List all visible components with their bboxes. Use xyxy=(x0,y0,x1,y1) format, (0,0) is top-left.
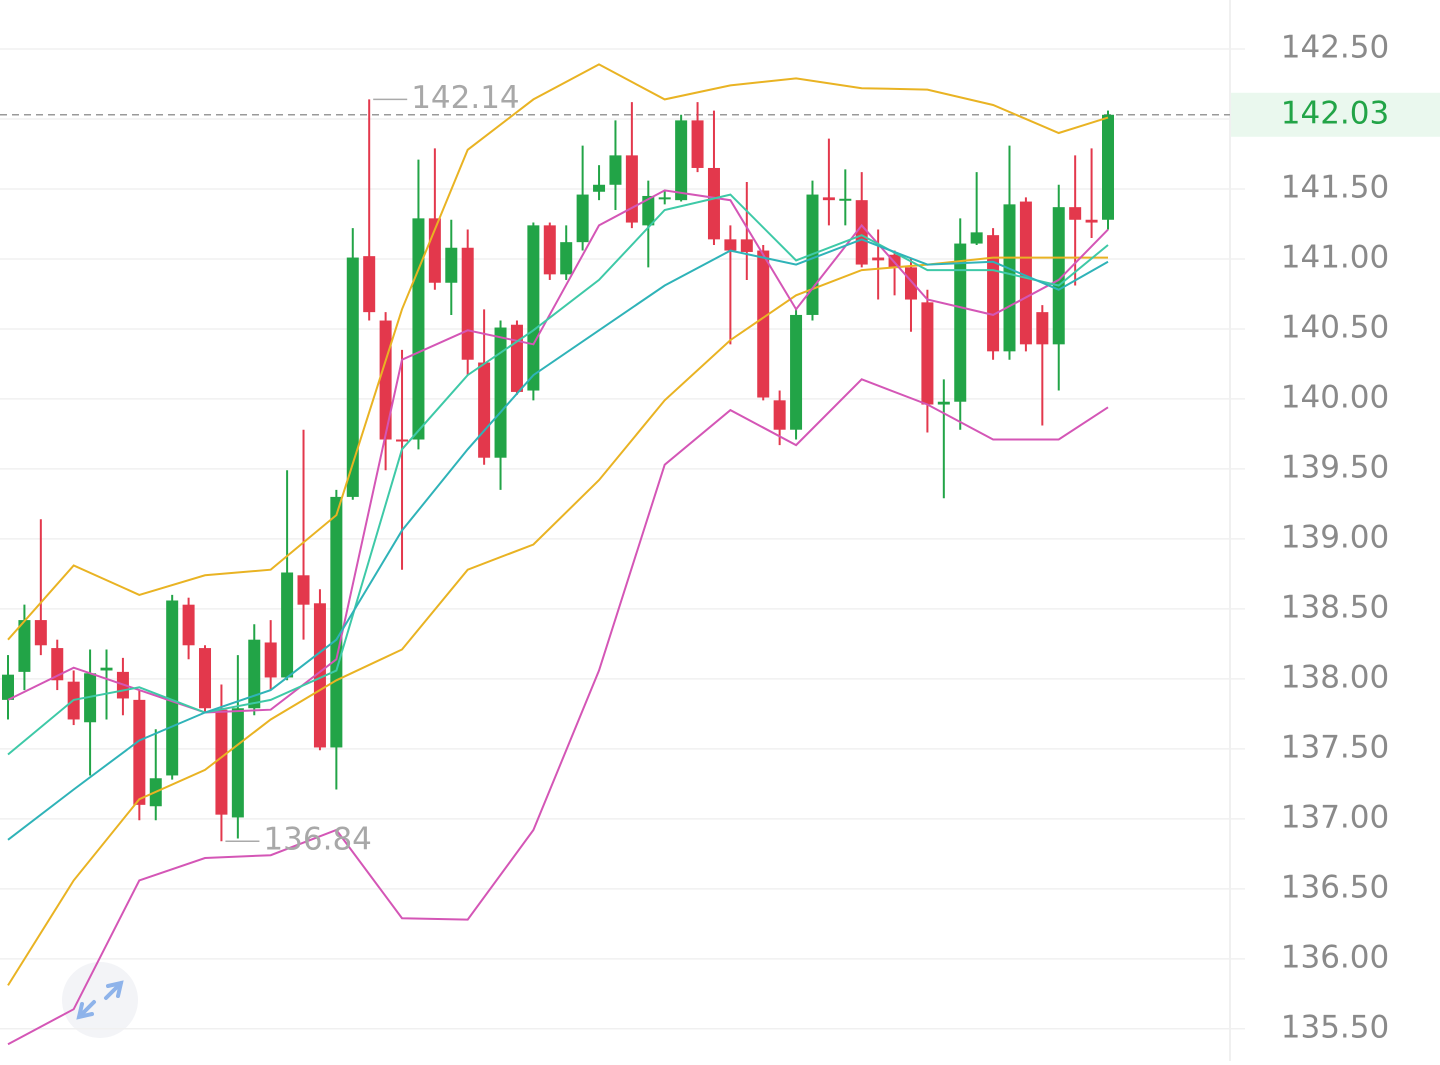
candle-body xyxy=(182,604,195,646)
candle-body xyxy=(593,184,606,192)
candle-body xyxy=(625,155,638,223)
candle-body xyxy=(576,194,589,243)
last-price-label: 142.03 xyxy=(1281,95,1389,131)
candle-body xyxy=(18,620,31,672)
candle-body xyxy=(757,250,770,398)
candle-body xyxy=(1102,114,1114,220)
indicator-line xyxy=(7,63,1109,641)
candle-body xyxy=(363,256,376,313)
candle-body xyxy=(510,324,523,392)
candle-body xyxy=(970,232,983,244)
candle-body xyxy=(133,699,146,805)
y-tick-label: 137.00 xyxy=(1281,799,1389,835)
candle-body xyxy=(822,197,835,201)
candle-body xyxy=(904,267,917,300)
candle-body xyxy=(740,239,753,252)
candle-body xyxy=(1019,201,1032,345)
candle-body xyxy=(1003,204,1016,352)
y-tick-label: 136.50 xyxy=(1281,869,1389,905)
y-tick-label: 138.00 xyxy=(1281,659,1389,695)
candle-body xyxy=(872,257,885,261)
candle-body xyxy=(199,648,212,709)
min-label: 136.84 xyxy=(263,822,371,858)
candle-body xyxy=(658,197,671,200)
candle-body xyxy=(1052,207,1065,345)
y-tick-label: 140.50 xyxy=(1281,309,1389,345)
candle-body xyxy=(313,603,326,748)
last-price-bg xyxy=(1231,92,1440,137)
candle-body xyxy=(215,709,228,815)
candle-body xyxy=(790,314,803,430)
y-tick-label: 139.00 xyxy=(1281,519,1389,555)
candle-body xyxy=(461,247,474,360)
y-tick-label: 139.50 xyxy=(1281,449,1389,485)
candle-body xyxy=(1069,207,1082,220)
candle-body xyxy=(773,400,786,430)
candle-body xyxy=(478,362,491,458)
candles xyxy=(2,99,1114,842)
candle-body xyxy=(412,218,425,440)
candle-body xyxy=(560,242,573,275)
y-tick-label: 141.50 xyxy=(1281,169,1389,205)
candle-body xyxy=(51,648,64,681)
candle-body xyxy=(34,620,47,646)
candle-body xyxy=(855,200,868,265)
indicator-line xyxy=(7,378,1109,1046)
candle-body xyxy=(609,155,622,185)
indicator-line xyxy=(7,238,1109,841)
candle-body xyxy=(675,120,688,201)
candle-body xyxy=(330,496,343,748)
candle-body xyxy=(937,401,950,405)
candle-body xyxy=(231,708,244,818)
candle-body xyxy=(100,667,113,671)
candle-body xyxy=(527,225,540,391)
candle-body xyxy=(839,198,852,201)
candle-body xyxy=(445,247,458,283)
y-tick-label: 135.50 xyxy=(1281,1009,1389,1045)
candle-body xyxy=(642,195,655,226)
y-tick-label: 140.00 xyxy=(1281,379,1389,415)
candle-body xyxy=(297,575,310,605)
candle-body xyxy=(166,600,179,776)
indicator-line xyxy=(7,193,1109,756)
y-tick-label: 141.00 xyxy=(1281,239,1389,275)
candle-body xyxy=(707,167,720,240)
y-tick-label: 136.00 xyxy=(1281,939,1389,975)
candle-body xyxy=(2,674,14,700)
candle-body xyxy=(543,225,556,275)
y-tick-label: 138.50 xyxy=(1281,589,1389,625)
candle-body xyxy=(346,257,359,497)
max-label: 142.14 xyxy=(411,80,519,116)
candle-body xyxy=(248,639,261,709)
expand-icon[interactable] xyxy=(76,980,124,1020)
candle-body xyxy=(264,642,277,678)
candle-body xyxy=(396,439,409,442)
candle-body xyxy=(691,120,704,168)
expand-bg[interactable] xyxy=(62,962,138,1038)
candle-body xyxy=(281,572,294,678)
y-tick-label: 142.50 xyxy=(1281,29,1389,65)
candle-body xyxy=(724,239,737,251)
candle-body xyxy=(379,320,392,440)
candle-body xyxy=(494,327,507,458)
y-tick-label: 137.50 xyxy=(1281,729,1389,765)
candle-body xyxy=(987,235,1000,352)
candle-body xyxy=(1036,312,1049,345)
candle-body xyxy=(1085,219,1098,223)
expand-button[interactable] xyxy=(62,962,138,1038)
candle-body xyxy=(954,243,967,402)
candle-body xyxy=(921,302,934,405)
